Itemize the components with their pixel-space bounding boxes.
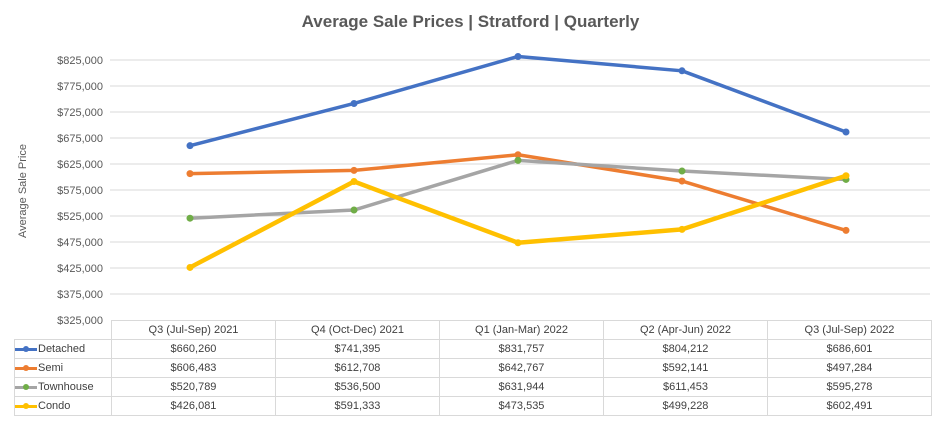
data-label: $631,944 [439,377,604,397]
data-point-condo [514,239,522,247]
legend-key [15,364,37,371]
series-line-semi [189,153,847,233]
legend-label: Townhouse [38,381,94,393]
y-tick-label: $425,000 [57,263,103,275]
data-point-condo [350,178,358,186]
x-category-label: Q2 (Apr-Jun) 2022 [603,320,768,340]
data-label: $642,767 [439,358,604,378]
data-label: $686,601 [767,339,932,359]
data-point-semi [350,166,358,174]
data-label: $426,081 [111,396,276,416]
data-label: $595,278 [767,377,932,397]
legend-key [15,345,37,352]
data-point-semi [842,226,850,234]
table-row: Detached $660,260 $741,395 $831,757 $804,212… [14,339,932,359]
data-label: $591,333 [275,396,440,416]
data-label: $602,491 [767,396,932,416]
table-row: Townhouse $520,789 $536,500 $631,944 $611,45… [14,377,932,397]
data-label: $497,284 [767,358,932,378]
data-label: $536,500 [275,377,440,397]
data-point-semi [678,177,686,185]
data-label: $660,260 [111,339,276,359]
data-label: $499,228 [603,396,768,416]
data-label: $606,483 [111,358,276,378]
data-table: Q3 (Jul-Sep) 2021 Q4 (Oct-Dec) 2021 Q1 (Ja… [14,320,932,416]
x-category-label: Q4 (Oct-Dec) 2021 [275,320,440,340]
data-point-detached [350,99,358,107]
chart-title: Average Sale Prices | Stratford | Quarte… [301,12,640,31]
x-category-label: Q1 (Jan-Mar) 2022 [439,320,604,340]
data-label: $804,212 [603,339,768,359]
data-label: $592,141 [603,358,768,378]
data-point-townhouse [514,156,522,164]
y-tick-label: $825,000 [57,55,103,67]
data-label: $520,789 [111,377,276,397]
data-point-condo [842,172,850,180]
y-tick-label: $475,000 [57,237,103,249]
data-point-condo [186,263,194,271]
legend-label: Detached [38,343,86,355]
data-point-townhouse [678,167,686,175]
series-line-condo [188,173,847,270]
y-tick-label: $725,000 [57,107,103,119]
data-point-detached [186,142,194,150]
legend-label: Semi [38,362,64,374]
legend-label: Condo [38,400,71,412]
data-point-semi [186,170,194,178]
data-point-condo [678,225,686,233]
x-category-label: Q3 (Jul-Sep) 2022 [767,320,932,340]
legend-key [15,383,37,390]
table-row: Condo $426,081 $591,333 $473,535 $499,228 $60… [14,396,932,416]
table-header-row: Q3 (Jul-Sep) 2021 Q4 (Oct-Dec) 2021 Q1 (Ja… [14,320,932,340]
y-tick-label: $575,000 [57,185,103,197]
data-point-townhouse [350,206,358,214]
y-tick-label: $775,000 [57,81,103,93]
data-point-townhouse [186,214,194,222]
data-label: $741,395 [275,339,440,359]
data-point-detached [842,128,850,136]
y-tick-label: $375,000 [57,289,103,301]
legend-key [15,402,37,409]
series-line-detached [189,54,847,148]
data-label: $831,757 [439,339,604,359]
x-category-label: Q3 (Jul-Sep) 2021 [111,320,276,340]
data-point-semi [514,151,522,159]
data-point-detached [514,52,522,60]
y-tick-label: $625,000 [57,159,103,171]
y-tick-label: $675,000 [57,133,103,145]
data-point-detached [678,67,686,75]
data-label: $612,708 [275,358,440,378]
data-label: $611,453 [603,377,768,397]
table-row: Semi $606,483 $612,708 $642,767 $592,141 $497… [14,358,932,378]
y-tick-label: $525,000 [57,211,103,223]
data-label: $473,535 [439,396,604,416]
